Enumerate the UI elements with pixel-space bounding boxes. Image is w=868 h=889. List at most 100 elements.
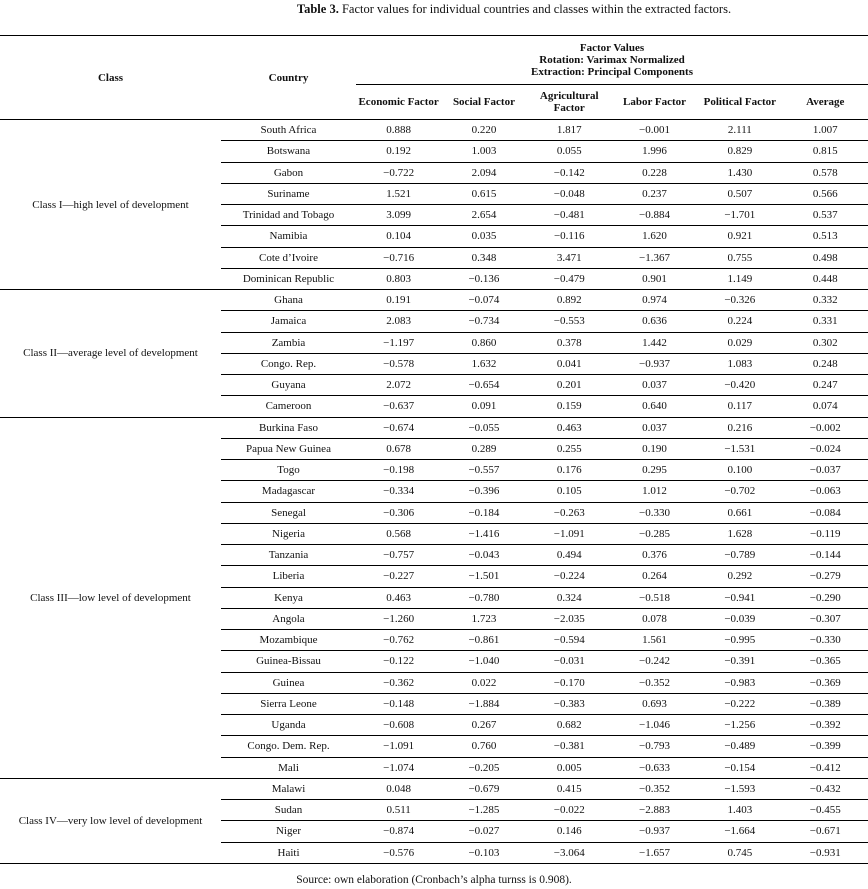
value-cell: 0.640 — [611, 395, 698, 418]
country-cell: Botswana — [221, 140, 356, 163]
table-row: Uganda −0.608 0.267 0.682 −1.046 −1.256 −0.392 — [0, 714, 868, 737]
value-cell: 0.682 — [526, 714, 612, 737]
value-cell: −0.306 — [356, 502, 442, 524]
value-cell: −0.136 — [441, 268, 527, 291]
value-cell: −0.279 — [782, 565, 868, 588]
table-row: Class IV—very low level of development Ma… — [0, 778, 868, 864]
value-cell: −0.330 — [611, 502, 698, 524]
value-cell: −0.381 — [526, 735, 612, 758]
value-cell: 0.537 — [782, 204, 868, 227]
value-cell: 2.094 — [441, 162, 527, 184]
value-cell: 0.220 — [441, 119, 527, 142]
value-cell: 0.498 — [782, 247, 868, 269]
value-cell: −0.557 — [441, 459, 527, 482]
value-cell: −0.116 — [526, 225, 612, 248]
value-cell: 0.829 — [697, 140, 783, 163]
value-cell: 1.012 — [611, 480, 698, 503]
value-cell: −0.103 — [441, 842, 527, 864]
value-cell: 0.494 — [526, 544, 612, 567]
value-cell: 0.636 — [611, 310, 698, 333]
value-cell: 0.302 — [782, 332, 868, 354]
country-cell: Malawi — [221, 778, 356, 801]
value-cell: −0.352 — [611, 672, 698, 694]
header-class: Class — [0, 35, 221, 120]
country-cell: Senegal — [221, 502, 356, 524]
value-cell: 0.888 — [356, 119, 442, 142]
value-cell: −1.091 — [526, 523, 612, 546]
header-rotation-line: Rotation: Varimax Normalized — [539, 54, 685, 66]
value-cell: −1.197 — [356, 332, 442, 354]
value-cell: −0.326 — [697, 289, 783, 312]
table-row: Tanzania −0.757 −0.043 0.494 0.376 −0.789 −0.1… — [0, 544, 868, 567]
value-cell: 0.190 — [611, 438, 698, 461]
country-cell: Jamaica — [221, 310, 356, 333]
country-cell: Papua New Guinea — [221, 438, 356, 461]
table-row: Gabon −0.722 2.094 −0.142 0.228 1.430 0.578 — [0, 162, 868, 184]
value-cell: 0.159 — [526, 395, 612, 418]
value-cell: −0.654 — [441, 374, 527, 397]
value-cell: −0.594 — [526, 629, 612, 652]
table-row: Class II—average level of development Gha… — [0, 289, 868, 418]
value-cell: −0.330 — [782, 629, 868, 652]
value-cell: −0.489 — [697, 735, 783, 758]
value-cell: −0.037 — [782, 459, 868, 482]
value-cell: −0.263 — [526, 502, 612, 524]
value-cell: −0.242 — [611, 650, 698, 673]
value-cell: −0.874 — [356, 820, 442, 843]
value-cell: 1.632 — [441, 353, 527, 376]
value-cell: 0.078 — [611, 608, 698, 631]
country-cell: Niger — [221, 820, 356, 843]
value-cell: 1.723 — [441, 608, 527, 631]
value-cell: −0.148 — [356, 693, 442, 716]
value-cell: −0.702 — [697, 480, 783, 503]
value-cell: 0.104 — [356, 225, 442, 248]
value-cell: −1.285 — [441, 799, 527, 822]
value-cell: 0.295 — [611, 459, 698, 482]
table-row: Trinidad and Tobago 3.099 2.654 −0.481 −0.88… — [0, 204, 868, 227]
value-cell: −0.780 — [441, 587, 527, 609]
value-cell: 0.176 — [526, 459, 612, 482]
header-column: Agricultural Factor — [526, 84, 612, 120]
value-cell: 0.216 — [697, 417, 783, 439]
country-cell: Sudan — [221, 799, 356, 822]
value-cell: 0.815 — [782, 140, 868, 163]
table-row: Senegal −0.306 −0.184 −0.263 −0.330 0.661 −0.0… — [0, 502, 868, 524]
table-row: Mali −1.074 −0.205 0.005 −0.633 −0.154 −0.412 — [0, 757, 868, 779]
country-cell: Ghana — [221, 289, 356, 312]
value-cell: −0.290 — [782, 587, 868, 609]
table-row: Haiti −0.576 −0.103 −3.064 −1.657 0.745 −0.931 — [0, 842, 868, 864]
value-cell: 1.620 — [611, 225, 698, 248]
country-cell: Guyana — [221, 374, 356, 397]
value-cell: −0.222 — [697, 693, 783, 716]
table-row: Mozambique −0.762 −0.861 −0.594 1.561 −0.995−… — [0, 629, 868, 652]
value-cell: −0.184 — [441, 502, 527, 524]
value-cell: 0.755 — [697, 247, 783, 269]
country-cell: Mali — [221, 757, 356, 779]
value-cell: −1.501 — [441, 565, 527, 588]
value-cell: 0.615 — [441, 183, 527, 206]
value-cell: 0.289 — [441, 438, 527, 461]
value-cell: 0.029 — [697, 332, 783, 354]
value-cell: −0.002 — [782, 417, 868, 439]
value-cell: 0.566 — [782, 183, 868, 206]
value-cell: 1.003 — [441, 140, 527, 163]
value-cell: 0.201 — [526, 374, 612, 397]
value-cell: −0.224 — [526, 565, 612, 588]
value-cell: −0.055 — [441, 417, 527, 439]
value-cell: −0.995 — [697, 629, 783, 652]
country-cell: Mozambique — [221, 629, 356, 652]
value-cell: −1.416 — [441, 523, 527, 546]
table-row: Sierra Leone −0.148 −1.884 −0.383 0.693 −0.22… — [0, 693, 868, 716]
value-cell: 0.507 — [697, 183, 783, 206]
value-cell: −0.142 — [526, 162, 612, 184]
table-row: Suriname 1.521 0.615 −0.048 0.237 0.507 0.566 — [0, 183, 868, 206]
value-cell: 0.760 — [441, 735, 527, 758]
table-row: Niger −0.874 −0.027 0.146 −0.937 −1.664 −0.671 — [0, 820, 868, 843]
value-cell: −3.064 — [526, 842, 612, 864]
table-row: Papua New Guinea 0.678 0.289 0.255 0.190 −1.5… — [0, 438, 868, 461]
country-cell: Kenya — [221, 587, 356, 609]
value-cell: −0.285 — [611, 523, 698, 546]
value-cell: −2.883 — [611, 799, 698, 822]
value-cell: 0.224 — [697, 310, 783, 333]
value-cell: −1.040 — [441, 650, 527, 673]
